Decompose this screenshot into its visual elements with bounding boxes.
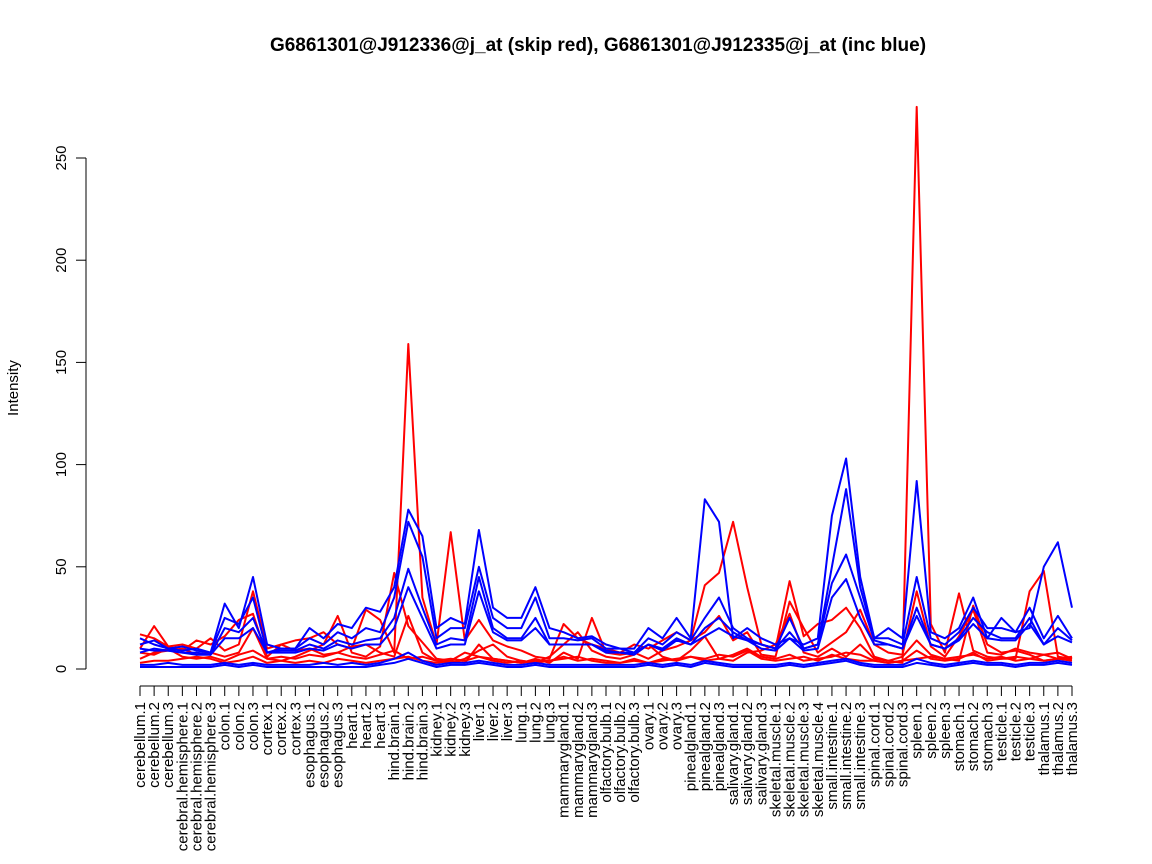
x-tick-label: thalamus.1 [1036, 702, 1053, 775]
x-tick-label: mammarygland.1 [556, 702, 573, 818]
x-tick-label: mammarygland.2 [570, 702, 587, 818]
x-tick-label: esophagus.2 [316, 702, 333, 788]
x-tick-label: spinal.cord.1 [866, 702, 883, 787]
y-tick-label: 50 [53, 558, 70, 575]
x-tick-label: heart.2 [358, 702, 375, 749]
x-tick-label: kidney.1 [429, 702, 446, 757]
x-tick-label: colon.3 [245, 702, 262, 750]
x-tick-label: colon.2 [231, 702, 248, 750]
x-tick-label: heart.3 [372, 702, 389, 749]
x-tick-label: small.intestine.1 [824, 702, 841, 810]
y-tick-label: 150 [53, 350, 70, 375]
x-tick-label: mammarygland.3 [584, 702, 601, 818]
x-tick-label: spleen.2 [923, 702, 940, 759]
x-tick-label: cerebral.hemisphere.3 [203, 702, 220, 851]
x-tick-label: stomach.1 [951, 702, 968, 771]
y-tick-label: 200 [53, 248, 70, 273]
x-tick-label: cortex.2 [273, 702, 290, 755]
y-axis: 0 50 100 150 200 250 [53, 145, 87, 673]
series-line-4 [139, 643, 1073, 664]
x-tick-label: liver.2 [485, 702, 502, 741]
x-tick-label: liver.1 [471, 702, 488, 741]
x-tick-label: skeletal.muscle.3 [796, 702, 813, 817]
x-tick-label: salivary.gland.2 [739, 702, 756, 805]
series-line-3 [139, 604, 1072, 664]
x-tick-label: ovary.3 [669, 702, 686, 750]
x-tick-label: thalamus.2 [1050, 702, 1067, 775]
series-line-1 [139, 105, 1073, 664]
series-line-10 [140, 651, 1073, 666]
series-line-7 [139, 488, 1073, 654]
x-tick-label: hind.brain.3 [414, 702, 431, 780]
y-tick-label: 100 [53, 452, 70, 477]
x-tick-label: skeletal.muscle.1 [767, 702, 784, 817]
x-tick-label: testicle.3 [1022, 702, 1039, 761]
chart-title: G6861301@J912336@j_at (skip red), G68613… [270, 35, 926, 56]
x-tick-label: cerebellum.3 [160, 702, 177, 788]
x-tick-label: hind.brain.2 [400, 702, 417, 780]
x-tick-label: olfactory.bulb.1 [598, 702, 615, 803]
x-tick-label: hind.brain.1 [386, 702, 403, 780]
x-tick-label: colon.1 [217, 702, 234, 750]
x-tick-label: spinal.cord.3 [895, 702, 912, 787]
y-axis-label: Intensity [5, 360, 22, 416]
x-tick-label: salivary.gland.1 [725, 702, 742, 805]
y-tick-label: 250 [53, 145, 70, 170]
series-line-6 [139, 457, 1073, 654]
x-tick-label: small.intestine.2 [838, 702, 855, 810]
x-tick-label: lung.3 [542, 702, 559, 743]
x-tick-label: ovary.2 [654, 702, 671, 750]
x-tick-label: testicle.1 [993, 702, 1010, 761]
x-tick-label: olfactory.bulb.3 [626, 702, 643, 803]
x-tick-label: skeletal.muscle.4 [810, 702, 827, 817]
x-tick-label: stomach.3 [979, 702, 996, 771]
x-tick-label: spleen.3 [937, 702, 954, 759]
x-tick-label: heart.1 [344, 702, 361, 749]
x-tick-label: esophagus.1 [301, 702, 318, 788]
series-line-11 [140, 657, 1073, 668]
x-tick-label: cortex.1 [259, 702, 276, 755]
x-tick-label: spinal.cord.2 [880, 702, 897, 787]
x-tick-label: salivary.gland.3 [753, 702, 770, 805]
x-tick-label: kidney.3 [457, 702, 474, 757]
x-tick-label: spleen.1 [909, 702, 926, 759]
x-tick-label: pinealgland.2 [697, 702, 714, 791]
x-tick-label: small.intestine.3 [852, 702, 869, 810]
x-tick-label: cerebellum.1 [132, 702, 149, 788]
x-tick-label: esophagus.3 [330, 702, 347, 788]
y-tick-label: 0 [53, 665, 70, 673]
x-tick-label: lung.2 [527, 702, 544, 743]
x-tick-label: stomach.2 [965, 702, 982, 771]
x-tick-label: pinealgland.1 [683, 702, 700, 791]
series-group [139, 105, 1073, 668]
x-tick-label: cerebral.hemisphere.2 [188, 702, 205, 851]
x-tick-label: cerebellum.2 [146, 702, 163, 788]
series-line-9 [139, 578, 1073, 656]
x-tick-label: thalamus.3 [1064, 702, 1081, 775]
x-tick-label: kidney.2 [443, 702, 460, 757]
x-tick-label: olfactory.bulb.2 [612, 702, 629, 803]
x-tick-label: skeletal.muscle.2 [782, 702, 799, 817]
x-tick-label: pinealgland.3 [711, 702, 728, 791]
x-tick-label: ovary.1 [640, 702, 657, 750]
series-line-8 [139, 553, 1073, 656]
x-tick-label: cortex.3 [287, 702, 304, 755]
x-tick-label: cerebral.hemisphere.1 [174, 702, 191, 851]
x-tick-label: liver.3 [499, 702, 516, 741]
x-axis: cerebellum.1cerebellum.2cerebellum.3cere… [132, 685, 1081, 851]
x-tick-label: testicle.2 [1008, 702, 1025, 761]
x-tick-label: lung.1 [513, 702, 530, 743]
